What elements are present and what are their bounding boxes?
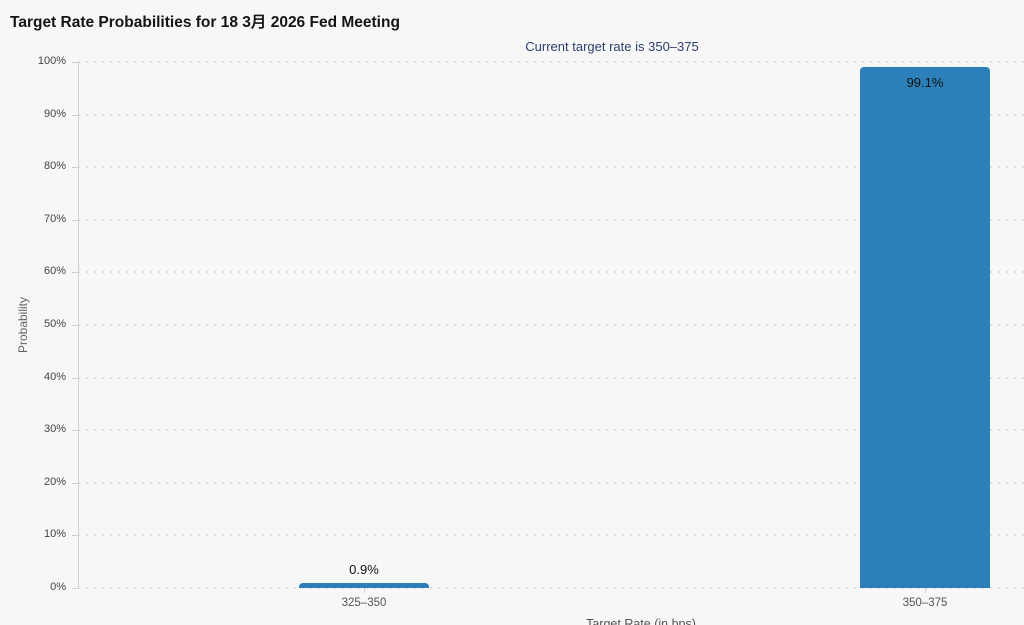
y-axis-title: Probability <box>16 296 30 354</box>
gridline <box>78 376 1024 379</box>
y-axis-tick <box>72 325 78 326</box>
y-axis-tick-label: 30% <box>43 423 66 436</box>
gridline <box>78 534 1024 537</box>
bar-value-label: 0.9% <box>349 562 379 577</box>
y-axis-tick-label: 50% <box>43 318 66 330</box>
gridline <box>78 166 1024 169</box>
gridline <box>78 271 1024 274</box>
y-axis-tick-label: 100% <box>37 55 66 67</box>
x-axis-tick <box>364 588 365 593</box>
gridline <box>78 218 1024 221</box>
x-axis-tick-label: 325–350 <box>341 597 387 609</box>
y-axis-tick <box>72 588 78 589</box>
probability-bar[interactable] <box>860 67 990 588</box>
y-axis-tick-label: 0% <box>50 581 66 593</box>
y-axis-tick-label: 90% <box>43 107 66 120</box>
y-axis-tick <box>72 272 78 274</box>
chart-subtitle: Current target rate is 350–375 <box>525 39 699 54</box>
y-axis-tick-label: 20% <box>43 475 66 488</box>
gridline <box>78 61 1024 63</box>
y-axis-tick-label: 70% <box>43 212 66 225</box>
y-axis-line <box>78 62 79 588</box>
y-axis-tick <box>72 219 78 221</box>
y-axis-tick-label: 80% <box>43 160 66 173</box>
chart-title: Target Rate Probabilities for 18 3月 2026… <box>10 14 400 31</box>
y-axis-tick-label: 60% <box>43 265 66 278</box>
y-axis-tick <box>72 62 78 63</box>
bar-value-label: 99.1% <box>906 75 944 90</box>
y-axis-tick-label: 40% <box>43 370 66 383</box>
gridline <box>78 587 1024 589</box>
x-axis-tick <box>925 588 926 593</box>
gridline <box>78 113 1024 116</box>
y-axis-tick-label: 10% <box>43 528 66 541</box>
gridline <box>78 429 1024 432</box>
probability-bar[interactable] <box>299 583 429 588</box>
y-axis-tick <box>72 535 78 537</box>
y-axis-tick <box>72 430 78 432</box>
gridline <box>78 481 1024 484</box>
x-axis-tick-label: 350–375 <box>902 597 948 609</box>
y-axis-tick <box>72 482 78 484</box>
x-axis-title: Target Rate (in bps) <box>586 617 696 625</box>
y-axis-tick <box>72 377 78 379</box>
gridline <box>78 324 1024 326</box>
y-axis-tick <box>72 167 78 169</box>
y-axis-tick <box>72 114 78 116</box>
